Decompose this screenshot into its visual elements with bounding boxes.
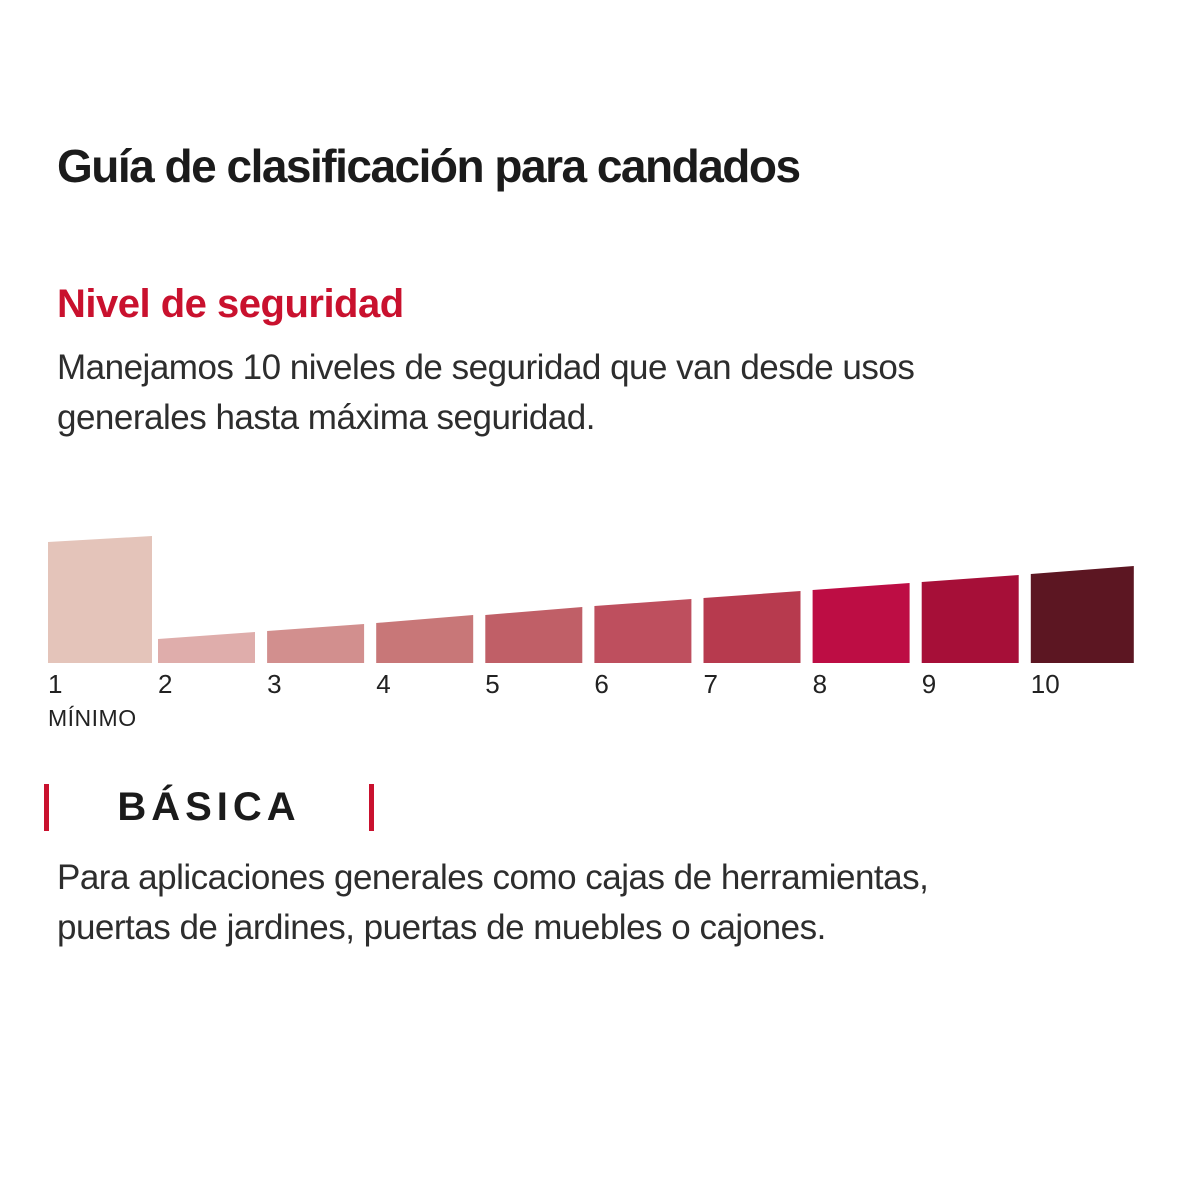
bar-tick-label-7: 7 (703, 668, 718, 699)
bar-tick-label-8: 8 (812, 668, 828, 699)
guide-content: Guía de clasificación para candados Nive… (0, 0, 1200, 443)
page-title: Guía de clasificación para candados (57, 140, 801, 192)
security-level-description: Manejamos 10 niveles de seguridad que va… (57, 347, 915, 437)
bar-tick-label-2: 2 (158, 668, 173, 699)
basic-content: Para aplicaciones generales como cajas d… (0, 853, 1200, 953)
minimum-label: MÍNIMO (48, 704, 137, 731)
security-level-heading: Nivel de seguridad (57, 281, 404, 326)
bar-level-10 (1030, 565, 1134, 663)
bar-tick-label-9: 9 (921, 668, 937, 699)
bar-tick-label-1: 1 (48, 668, 63, 699)
bar-level-1 (48, 535, 152, 663)
basic-level-header: BÁSICA (44, 783, 374, 831)
bar-tick-label-3: 3 (267, 668, 282, 699)
bar-level-8 (812, 582, 910, 663)
basic-level-label: BÁSICA (117, 784, 301, 829)
bar-tick-label-5: 5 (485, 668, 500, 699)
bar-level-9 (921, 574, 1019, 663)
security-level-bars (48, 535, 1134, 663)
bar-level-5 (485, 606, 583, 663)
bar-tick-labels: 1 2 3 4 5 6 7 8 9 10 (48, 669, 1134, 703)
bar-tick-label-6: 6 (594, 668, 609, 699)
right-divider (369, 783, 374, 831)
security-level-chart: 1 2 3 4 5 6 7 8 9 10 MÍNIMO (48, 533, 1138, 732)
basic-level-description: Para aplicaciones generales como cajas d… (57, 857, 929, 948)
bar-level-6 (594, 598, 692, 663)
bar-tick-label-4: 4 (376, 668, 391, 699)
bar-tick-label-10: 10 (1030, 668, 1060, 699)
left-divider (44, 783, 49, 831)
bar-level-3 (267, 623, 365, 663)
bar-level-2 (158, 631, 255, 663)
bar-level-7 (703, 590, 801, 663)
bar-level-4 (376, 614, 474, 663)
